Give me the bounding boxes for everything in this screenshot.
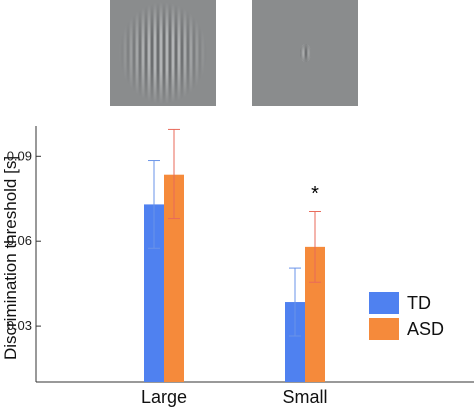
bar-asd-large: [164, 174, 184, 382]
small-gabor-patch: [300, 44, 311, 62]
stimulus-large-grating: [110, 0, 216, 106]
bar-td-large: [144, 204, 164, 382]
category-label: Small: [282, 387, 327, 407]
y-axis-label: Discrimination threshold [s]: [1, 156, 20, 360]
legend-label-td: TD: [407, 293, 431, 313]
bar-asd-small: [305, 246, 325, 382]
category-label: Large: [141, 387, 187, 407]
significance-marker: *: [311, 183, 319, 205]
stimulus-small-grating: [252, 0, 358, 106]
legend-label-asd: ASD: [407, 319, 444, 339]
bar-td-small: [285, 302, 305, 382]
y-tick-label: 0.09: [7, 148, 32, 163]
y-tick-label: 0.06: [7, 233, 32, 248]
legend-swatch-asd: [369, 318, 399, 340]
y-tick-label: 0.03: [7, 318, 32, 333]
legend-swatch-td: [369, 292, 399, 314]
